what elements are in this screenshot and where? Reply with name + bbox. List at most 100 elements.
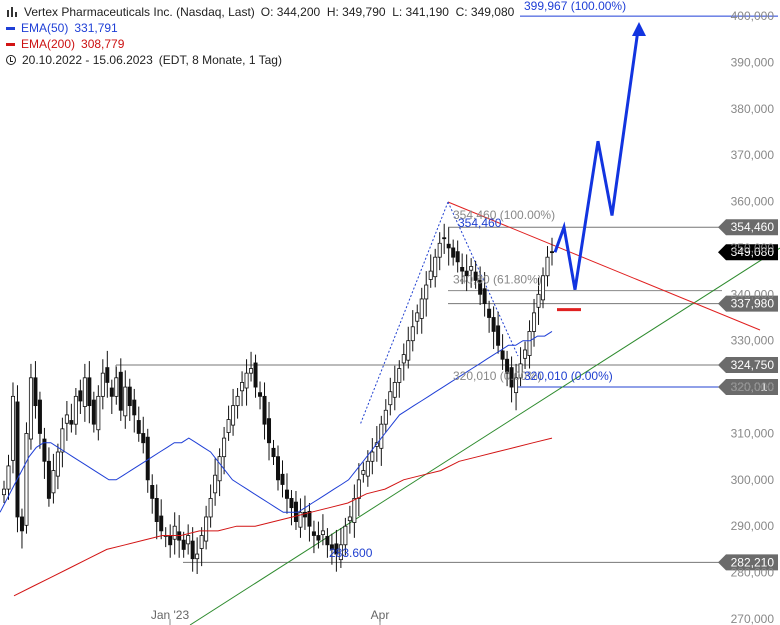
candlestick-icon bbox=[6, 7, 18, 17]
fib-label: 320,010 (0.00%) bbox=[524, 369, 613, 383]
candle-body bbox=[527, 331, 532, 356]
candle-body bbox=[383, 409, 388, 425]
candle-body bbox=[2, 488, 7, 496]
candle-body bbox=[433, 256, 438, 278]
candle-body bbox=[150, 485, 155, 499]
date-range: 20.10.2022 - 15.06.2023 bbox=[22, 53, 153, 67]
candle-body bbox=[253, 362, 258, 388]
candle-body bbox=[491, 317, 496, 332]
candle-body bbox=[10, 395, 15, 461]
candle-body bbox=[78, 390, 83, 402]
y-tick-label: 370,000 bbox=[731, 148, 775, 162]
candle-body bbox=[244, 372, 249, 389]
candle-body bbox=[365, 460, 370, 477]
candle-body bbox=[343, 525, 348, 546]
candle-body bbox=[311, 531, 316, 536]
fib-label: 354,460 (100.00%) bbox=[453, 208, 555, 222]
candle-body bbox=[419, 298, 424, 319]
candle-body bbox=[204, 516, 209, 542]
candle-body bbox=[415, 312, 420, 322]
candle-body bbox=[28, 377, 33, 440]
candle-body bbox=[267, 418, 272, 444]
candle-body bbox=[473, 271, 478, 281]
candle-body bbox=[401, 354, 406, 364]
candle-body bbox=[451, 247, 456, 258]
candle-body bbox=[64, 414, 69, 424]
candle-body bbox=[487, 308, 492, 318]
candle-body bbox=[105, 367, 110, 383]
candle-body bbox=[91, 399, 96, 425]
level-price-tag-text: 324,750 bbox=[731, 358, 775, 372]
level-price-tag-bg bbox=[718, 554, 778, 571]
level-price-tag: 337,980 bbox=[718, 295, 778, 312]
candle-body bbox=[284, 489, 289, 499]
projection-arrowhead-icon bbox=[632, 22, 646, 36]
ema200-swatch-icon bbox=[6, 42, 15, 46]
y-tick-label: 290,000 bbox=[731, 519, 775, 533]
fib-target-label: 399,967 (100.00%) bbox=[524, 0, 626, 13]
candle-body bbox=[370, 451, 375, 462]
candle-body bbox=[446, 243, 451, 249]
candle-body bbox=[73, 395, 78, 425]
candle-body bbox=[410, 326, 415, 342]
y-tick-label: 280,000 bbox=[731, 566, 775, 580]
candle-body bbox=[33, 377, 38, 407]
candle-body bbox=[545, 256, 550, 277]
candle-body bbox=[496, 325, 501, 346]
y-tick-label: 390,000 bbox=[731, 55, 775, 69]
ema50-label[interactable]: EMA(50) bbox=[21, 21, 69, 35]
candle-body bbox=[500, 350, 505, 360]
candle-body bbox=[96, 395, 101, 431]
chart-legend: Vertex Pharmaceuticals Inc. (Nasdaq, Las… bbox=[6, 4, 520, 68]
x-axis: Jan '23 Apr bbox=[151, 608, 389, 625]
date-range-info: (EDT, 8 Monate, 1 Tag) bbox=[158, 53, 282, 67]
candle-body bbox=[226, 419, 231, 433]
candle-body bbox=[217, 456, 222, 482]
candle-body bbox=[231, 405, 236, 426]
last-price-tag-bg bbox=[718, 244, 778, 261]
candle-body bbox=[118, 371, 123, 411]
candle-body bbox=[388, 391, 393, 406]
candle-body bbox=[190, 540, 195, 560]
candle-body bbox=[123, 386, 128, 417]
ema50-swatch-icon bbox=[6, 26, 15, 30]
candle-body bbox=[320, 530, 325, 535]
candle-body bbox=[235, 395, 240, 407]
candle-body bbox=[298, 511, 303, 528]
candle-body bbox=[6, 465, 11, 490]
y-tick-label: 310,000 bbox=[731, 426, 775, 440]
candle-body bbox=[159, 515, 164, 532]
level-price-tag-text: 282,210 bbox=[731, 555, 775, 569]
fib-connector-left bbox=[359, 201, 449, 426]
candle-body bbox=[168, 535, 173, 546]
candle-body bbox=[523, 349, 528, 359]
candle-body bbox=[186, 535, 191, 545]
ema50-value: 331,791 bbox=[74, 21, 118, 35]
y-tick-label: 400,000 bbox=[731, 9, 775, 23]
candle-body bbox=[37, 399, 42, 434]
candle-body bbox=[316, 535, 321, 541]
candle-body bbox=[334, 543, 339, 555]
candle-body bbox=[141, 433, 146, 444]
candle-body bbox=[460, 267, 465, 272]
candle-body bbox=[550, 251, 555, 254]
candle-body bbox=[136, 420, 141, 434]
candle-body bbox=[541, 275, 546, 301]
candle-body bbox=[42, 438, 47, 462]
candle-body bbox=[87, 377, 92, 407]
candle-body bbox=[518, 363, 523, 379]
level-price-tag-bg bbox=[718, 379, 778, 396]
candle-body bbox=[514, 377, 519, 394]
level-price-tag: 282,210 bbox=[718, 554, 778, 571]
candle-body bbox=[442, 237, 447, 240]
candle-body bbox=[46, 460, 51, 499]
candle-body bbox=[213, 474, 218, 494]
candle-body bbox=[15, 401, 20, 518]
candle-body bbox=[289, 497, 294, 509]
candle-body bbox=[132, 399, 137, 416]
fib-label: 340,80 (61.80%) bbox=[453, 273, 542, 287]
candle-body bbox=[397, 368, 402, 383]
level-price-tag: 320,010 bbox=[718, 379, 778, 396]
ema200-label[interactable]: EMA(200) bbox=[21, 37, 76, 51]
